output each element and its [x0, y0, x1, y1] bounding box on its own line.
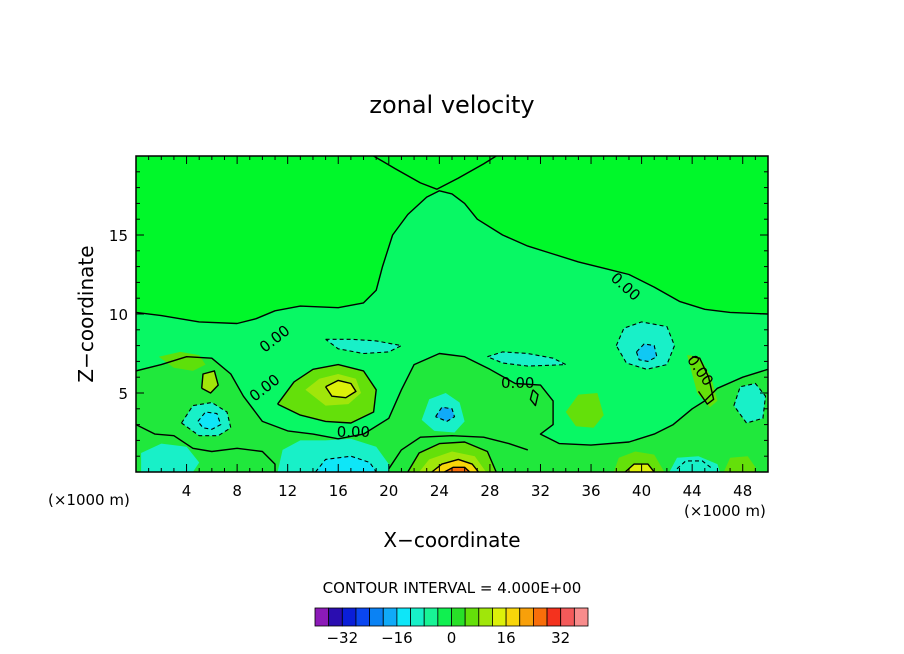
- x-tick-label-1: 8: [232, 482, 242, 500]
- region-pos-blob-46: [687, 355, 718, 408]
- colorbar-swatch-12: [478, 607, 493, 627]
- colorbar-swatch-8: [423, 607, 439, 627]
- contour-dashed-6: [733, 382, 767, 424]
- colorbar-swatch-19: [573, 607, 589, 627]
- colorbar-swatch-4: [369, 607, 384, 627]
- contour-solid-6: [407, 441, 497, 472]
- colorbar-label-2: 0: [447, 629, 457, 647]
- region-neg-blob-48: [733, 383, 766, 423]
- y-axis-label: Z−coordinate: [74, 245, 98, 382]
- contour-lines: [136, 156, 768, 472]
- region-pos-blob-15-core: [325, 380, 356, 398]
- colorbar-swatch-9: [437, 607, 452, 627]
- region-pos-blob-bottom-40: [613, 451, 665, 472]
- colorbar-label-4: 32: [551, 629, 570, 647]
- chart-title: zonal velocity: [369, 91, 534, 119]
- contour-dashed-2: [435, 406, 456, 423]
- contour-solid-9: [624, 463, 655, 472]
- colorbar-swatch-6: [396, 607, 411, 627]
- colorbar-label-1: −16: [381, 629, 413, 647]
- colorbar-swatch-13: [492, 607, 507, 627]
- x-axis-label: X−coordinate: [383, 528, 520, 552]
- contour-solid-3: [277, 363, 377, 424]
- plot-area: [136, 156, 768, 472]
- y-tick-label-0: 5: [118, 385, 128, 403]
- region-neg-blob-44-bottom: [669, 456, 720, 472]
- colorbar-swatch-17: [546, 607, 562, 627]
- region-pos-blob-bottom-48: [723, 456, 756, 472]
- contour-solid-11: [529, 389, 539, 407]
- contour-dashed-1: [197, 411, 222, 430]
- y-tick-label-1: 10: [109, 306, 128, 324]
- contour-dashed-0: [181, 401, 232, 437]
- contour-dashed-4: [635, 343, 658, 362]
- colorbar-swatch-5: [382, 607, 398, 627]
- colorbar-swatch-18: [560, 607, 575, 627]
- region-neg-blob-29: [487, 351, 566, 367]
- contour-solid-4: [325, 379, 357, 399]
- region-pos-blob-35: [565, 393, 604, 428]
- colorbar-label-0: −32: [326, 629, 358, 647]
- x-unit-left: (×1000 m): [48, 491, 130, 509]
- contour-solid-1: [136, 190, 768, 325]
- contour-interval: CONTOUR INTERVAL = 4.000E+00: [323, 579, 582, 597]
- x-tick-label-5: 24: [430, 482, 449, 500]
- colorbar: −32 −16 0 16 32: [314, 607, 589, 647]
- contour-dashed-8: [487, 351, 568, 367]
- region-pos-blob-bottom-25d: [444, 467, 470, 472]
- contour-solid-13: [388, 435, 529, 470]
- colorbar-swatch-11: [464, 607, 480, 627]
- colorbar-swatch-7: [410, 607, 425, 627]
- contour-solid-8: [444, 466, 471, 472]
- colorbar-swatch-14: [505, 607, 521, 627]
- contour-dashed-7: [325, 338, 404, 355]
- x-tick-label-2: 12: [278, 482, 297, 500]
- x-unit-right: (×1000 m): [684, 502, 766, 520]
- colorbar-swatch-3: [355, 607, 371, 627]
- contour-solid-2: [136, 352, 768, 446]
- x-tick-label-8: 36: [581, 482, 600, 500]
- colorbar-swatch-15: [519, 607, 534, 627]
- region-neg-blob-24-inner: [435, 407, 455, 422]
- region-neg-blob-11: [141, 443, 200, 472]
- contour-dashed-5: [315, 455, 377, 472]
- contour-label-3: 0.00: [501, 374, 534, 392]
- region-pos-blob-6: [201, 370, 219, 393]
- contour-solid-10: [692, 356, 715, 405]
- y-tick-label-2: 15: [109, 227, 128, 245]
- x-tick-label-10: 44: [683, 482, 702, 500]
- contour-label-2: 0.00: [337, 423, 370, 441]
- region-neg-blob-40-inner: [636, 344, 657, 362]
- colorbar-label-3: 16: [497, 629, 516, 647]
- contour-solid-7: [431, 458, 480, 472]
- contour-solid-5: [201, 370, 219, 394]
- x-tick-label-7: 32: [531, 482, 550, 500]
- x-tick-label-9: 40: [632, 482, 651, 500]
- x-tick-label-0: 4: [182, 482, 192, 500]
- x-tick-label-11: 48: [733, 482, 752, 500]
- colorbar-swatch-0: [314, 607, 330, 627]
- contour-solid-0: [373, 156, 497, 190]
- x-tick-label-6: 28: [480, 482, 499, 500]
- colorbar-swatch-10: [451, 607, 466, 627]
- colorbar-swatch-16: [533, 607, 548, 627]
- colorbar-swatch-1: [328, 607, 343, 627]
- contour-solid-12: [136, 423, 276, 472]
- region-neg-blob-left-inner: [197, 412, 221, 430]
- x-tick-label-4: 20: [379, 482, 398, 500]
- x-tick-label-3: 16: [329, 482, 348, 500]
- colorbar-swatch-2: [341, 607, 357, 627]
